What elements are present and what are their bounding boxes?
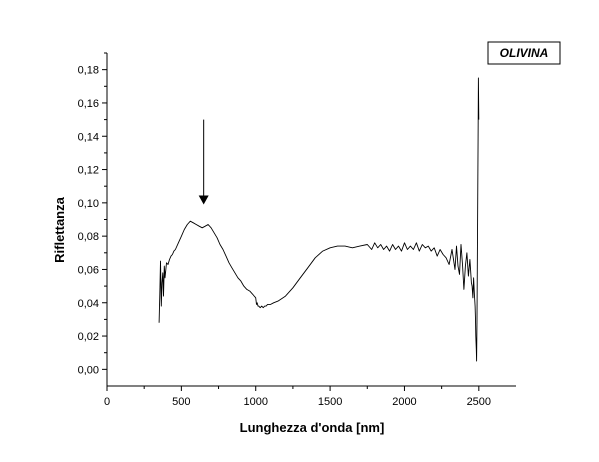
axes [106, 53, 516, 387]
legend-label: OLIVINA [500, 46, 549, 60]
y-tick-label: 0,14 [78, 131, 99, 143]
y-tick-label: 0,10 [78, 198, 99, 210]
legend-box: OLIVINA [487, 41, 561, 65]
y-tick-label: 0,12 [78, 165, 99, 177]
arrow-head [198, 195, 209, 205]
x-tick-label: 500 [172, 396, 190, 408]
x-tick-label: 2500 [467, 396, 491, 408]
y-tick-label: 0,08 [78, 231, 99, 243]
ticks: 0 500 1000 1500 2000 2500 0,00 0,02 0,04 0,06 0,08… [78, 52, 491, 408]
x-tick-label: 2000 [392, 396, 416, 408]
y-axis-label: Riflettanza [52, 196, 67, 263]
spectrum-line [158, 77, 480, 362]
x-axis-label: Lunghezza d'onda [nm] [240, 420, 385, 435]
legend-frame [487, 41, 561, 65]
y-tick-label: 0,04 [78, 298, 99, 310]
y-tick-label: 0,00 [78, 364, 99, 376]
x-tick-label: 0 [104, 396, 110, 408]
spectrum-line-group [158, 77, 480, 362]
x-tick-label: 1000 [243, 396, 267, 408]
x-tick-label: 1500 [318, 396, 342, 408]
y-tick-label: 0,18 [78, 65, 99, 77]
y-tick-label: 0,02 [78, 331, 99, 343]
y-tick-label: 0,16 [78, 98, 99, 110]
y-tick-label: 0,06 [78, 264, 99, 276]
annotation [198, 119, 209, 205]
